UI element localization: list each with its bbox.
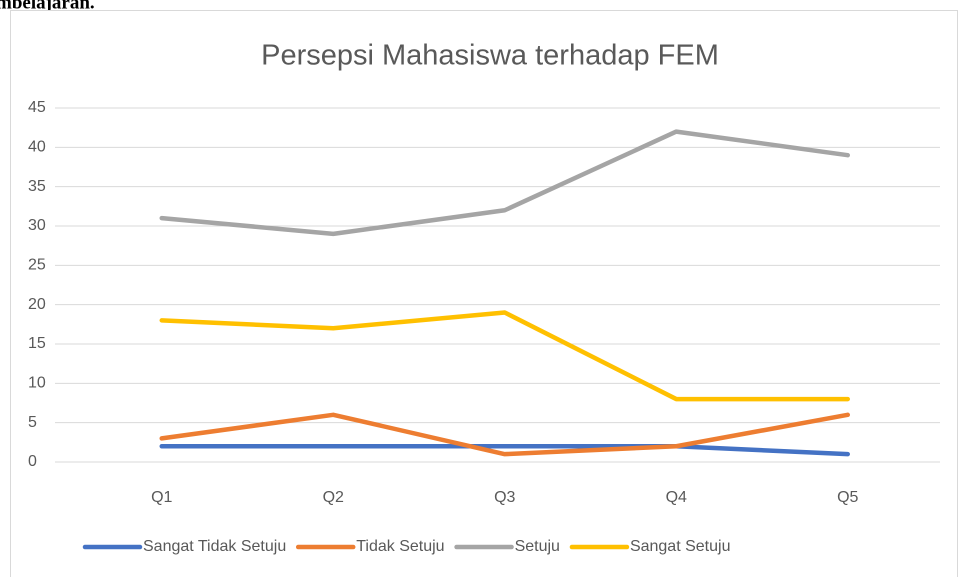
- series-line: [159, 412, 850, 457]
- x-tick-label: Q2: [323, 489, 344, 506]
- x-tick-label: Q5: [837, 489, 858, 506]
- y-tick-label: 10: [28, 375, 46, 392]
- y-tick-label: 25: [28, 257, 46, 274]
- y-tick-label: 0: [28, 453, 37, 470]
- chart-title: Persepsi Mahasiswa terhadap FEM: [261, 40, 719, 72]
- y-tick-label: 40: [28, 139, 46, 156]
- legend-label: Tidak Setuju: [356, 538, 444, 555]
- series-line: [159, 129, 850, 237]
- legend-label: Sangat Tidak Setuju: [143, 538, 286, 555]
- y-tick-label: 35: [28, 178, 46, 195]
- series-line: [159, 444, 850, 457]
- y-tick-label: 45: [28, 99, 46, 116]
- legend-label: Setuju: [515, 538, 560, 555]
- legend-label: Sangat Setuju: [630, 538, 731, 555]
- y-tick-label: 15: [28, 335, 46, 352]
- x-tick-label: Q4: [666, 489, 687, 506]
- y-tick-label: 30: [28, 217, 46, 234]
- y-tick-label: 5: [28, 414, 37, 431]
- series-line: [159, 310, 850, 402]
- x-tick-label: Q3: [494, 489, 515, 506]
- x-tick-label: Q1: [151, 489, 172, 506]
- y-tick-label: 20: [28, 296, 46, 313]
